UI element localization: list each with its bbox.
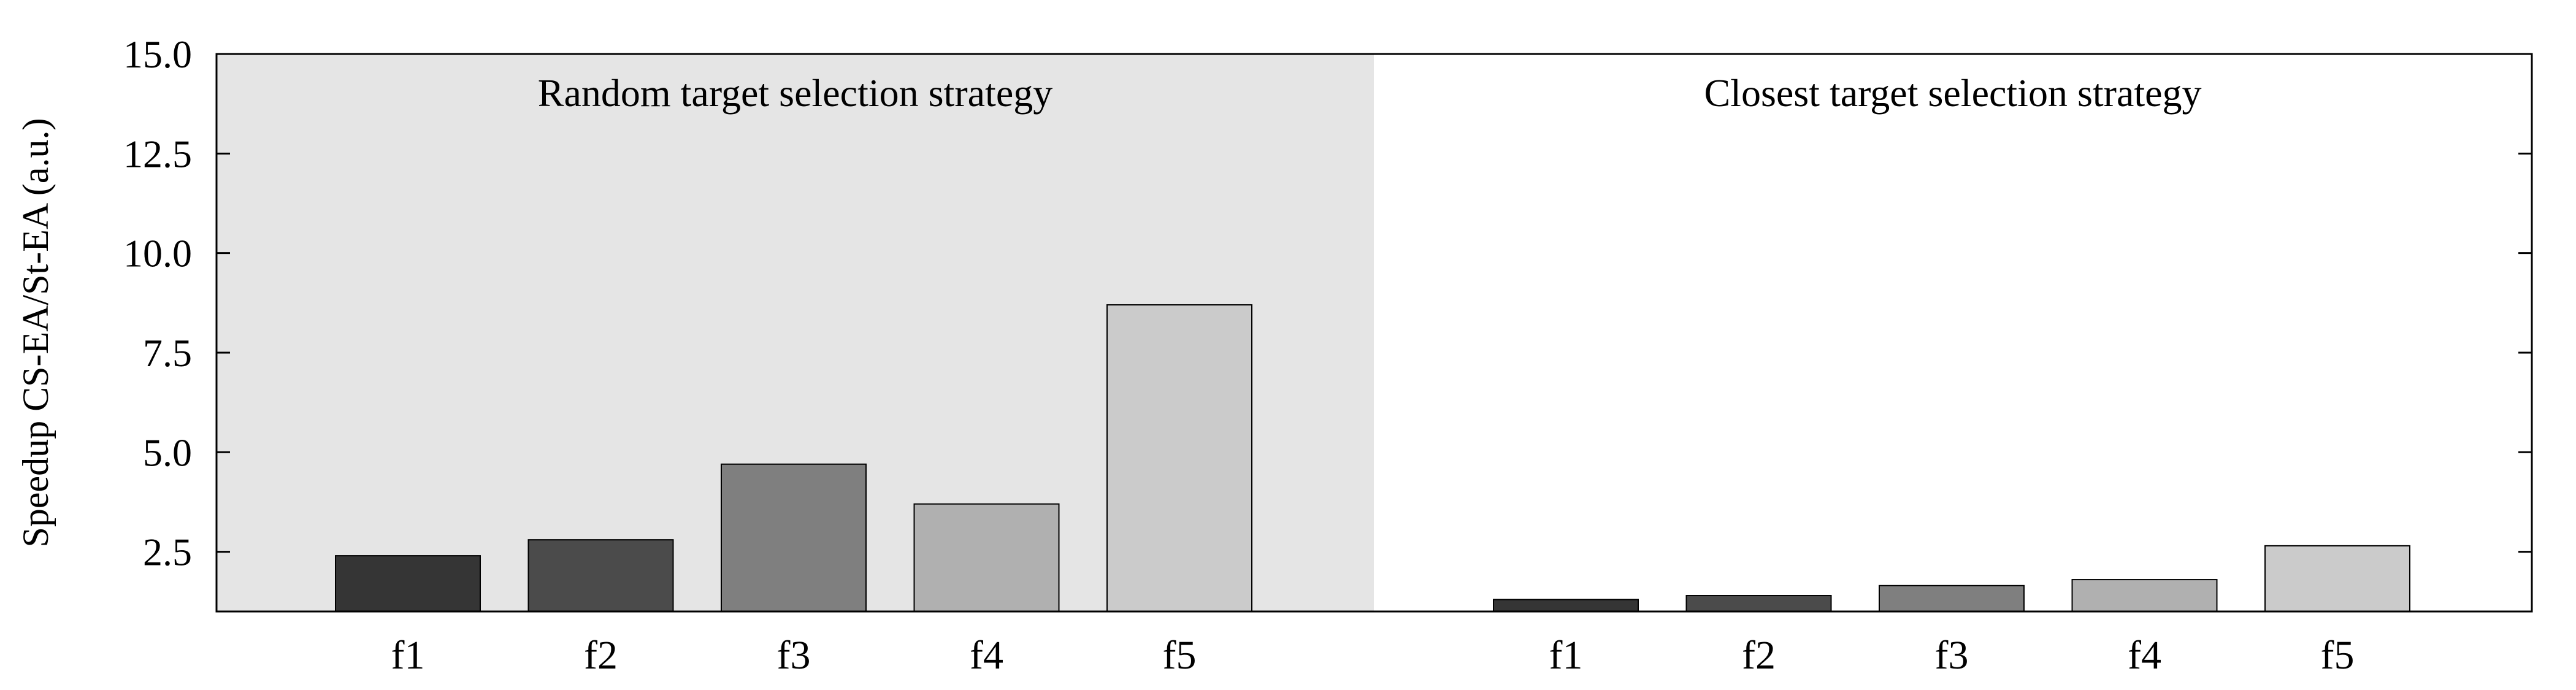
bar-closest-f5 — [2264, 545, 2410, 612]
bar-closest-f2 — [1685, 595, 1832, 612]
y-tick-label: 10.0 — [123, 232, 192, 275]
bar-closest-f1 — [1493, 599, 1639, 612]
x-category-label: f5 — [1163, 633, 1197, 678]
panel-title-closest: Closest target selection strategy — [1704, 71, 2201, 115]
bar-random-f1 — [335, 555, 481, 612]
y-tick-label: 5.0 — [143, 431, 192, 474]
panel-title-random: Random target selection strategy — [538, 71, 1052, 115]
bar-closest-f4 — [2071, 579, 2218, 612]
x-category-label: f4 — [970, 633, 1003, 678]
x-category-label: f1 — [391, 633, 425, 678]
y-axis-label: Speedup CS-EA/St-EA (a.u.) — [15, 118, 56, 548]
bar-random-f3 — [721, 463, 867, 612]
bar-closest-f3 — [1879, 585, 2025, 613]
y-tick-label: 7.5 — [143, 331, 192, 375]
x-category-label: f2 — [584, 633, 618, 678]
y-tick-label: 12.5 — [123, 132, 192, 175]
bar-random-f2 — [527, 539, 674, 613]
x-category-label: f4 — [2128, 633, 2161, 678]
y-tick-label: 2.5 — [143, 531, 192, 574]
x-category-label: f1 — [1549, 633, 1583, 678]
x-category-label: f5 — [2321, 633, 2355, 678]
bars-layer — [335, 304, 2410, 613]
x-category-label: f2 — [1742, 633, 1776, 678]
x-category-label: f3 — [1935, 633, 1969, 678]
plot-frame — [215, 53, 2533, 613]
x-category-label: f3 — [777, 633, 811, 678]
bar-random-f5 — [1106, 304, 1252, 612]
y-axis-ticks: 2.5 5.0 7.5 10.0 12.5 15.0 — [123, 33, 2532, 574]
y-tick-label: 15.0 — [123, 33, 192, 76]
bar-random-f4 — [913, 503, 1060, 613]
